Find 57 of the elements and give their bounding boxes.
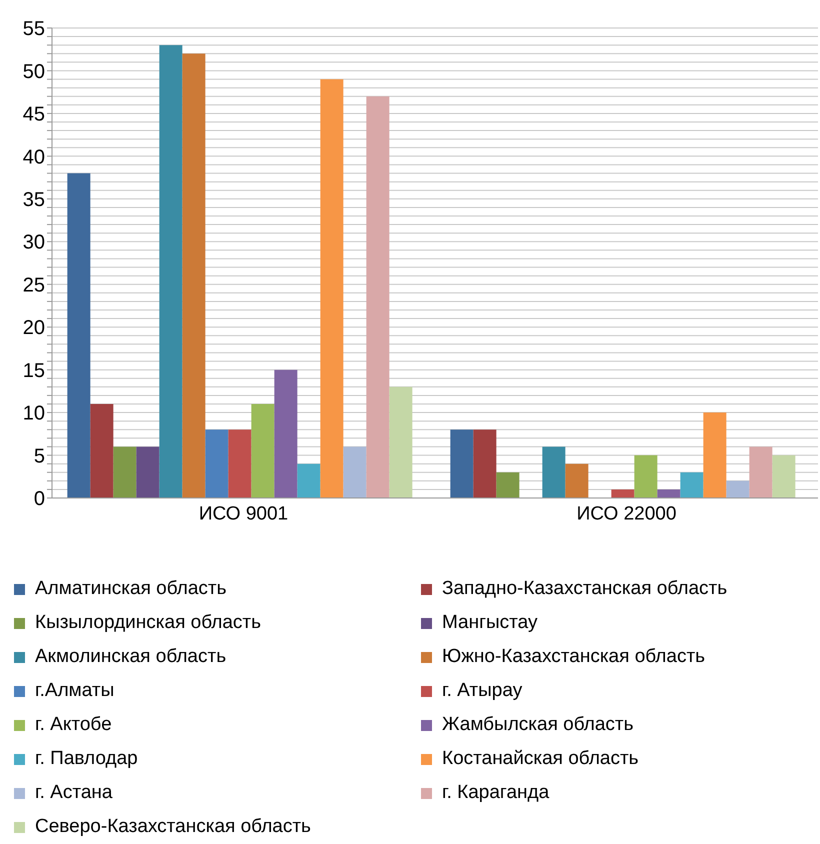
y-tick-label: 30 — [22, 232, 45, 254]
bar — [297, 464, 320, 498]
bar — [611, 489, 634, 498]
bar — [657, 489, 680, 498]
y-tick-label: 0 — [34, 488, 45, 510]
legend-label: г. Павлодар — [35, 748, 138, 770]
bar — [565, 464, 588, 498]
x-tick-label: ИСО 9001 — [198, 503, 288, 524]
bar — [749, 446, 772, 498]
bar — [205, 430, 228, 498]
y-tick-label: 20 — [22, 317, 45, 340]
bar — [136, 446, 160, 498]
bar — [67, 173, 90, 498]
legend-label: г. Актобе — [35, 714, 112, 736]
bar — [228, 430, 252, 498]
bar — [680, 472, 704, 498]
bar — [251, 404, 274, 498]
legend-label: Алматинская область — [35, 578, 226, 600]
bar — [113, 446, 136, 498]
bar — [389, 386, 412, 498]
legend-label: Мангыстау — [442, 612, 538, 634]
y-tick-label: 40 — [22, 146, 45, 168]
bar — [473, 430, 496, 498]
bar — [90, 404, 114, 498]
bar — [320, 79, 344, 498]
legend-label: Костанайская область — [442, 748, 639, 770]
legend-label: г.Алматы — [35, 680, 114, 702]
bar — [634, 455, 658, 498]
bar — [182, 54, 206, 498]
y-tick-label: 35 — [22, 189, 45, 212]
y-tick-label: 15 — [22, 360, 45, 382]
legend-label: Западно-Казахстанская область — [442, 578, 728, 600]
legend-label: г. Атырау — [442, 680, 522, 702]
bar — [159, 45, 182, 498]
y-tick-label: 50 — [22, 60, 45, 83]
x-tick-label: ИСО 22000 — [576, 503, 676, 524]
bar — [542, 446, 566, 498]
y-tick-label: 55 — [22, 18, 45, 40]
y-tick-label: 10 — [22, 402, 45, 425]
legend-label: Южно-Казахстанская область — [442, 646, 706, 668]
legend-label: Кызылординская область — [35, 612, 261, 634]
bar — [343, 446, 366, 498]
legend-label: г. Караганда — [442, 782, 550, 804]
bar — [274, 370, 298, 498]
legend-label: Акмолинская область — [35, 646, 226, 668]
legend-label: г. Астана — [35, 782, 112, 804]
y-tick-label: 5 — [34, 445, 45, 468]
bar — [450, 430, 474, 498]
y-tick-label: 25 — [22, 274, 45, 296]
legend-label: Жамбылская область — [442, 714, 634, 736]
y-tick-label: 45 — [22, 104, 45, 126]
bar — [726, 480, 750, 498]
bar — [496, 472, 520, 498]
legend-label: Северо-Казахстанская область — [35, 816, 311, 838]
bar — [366, 96, 390, 498]
bar — [772, 455, 796, 498]
bar — [703, 412, 726, 498]
